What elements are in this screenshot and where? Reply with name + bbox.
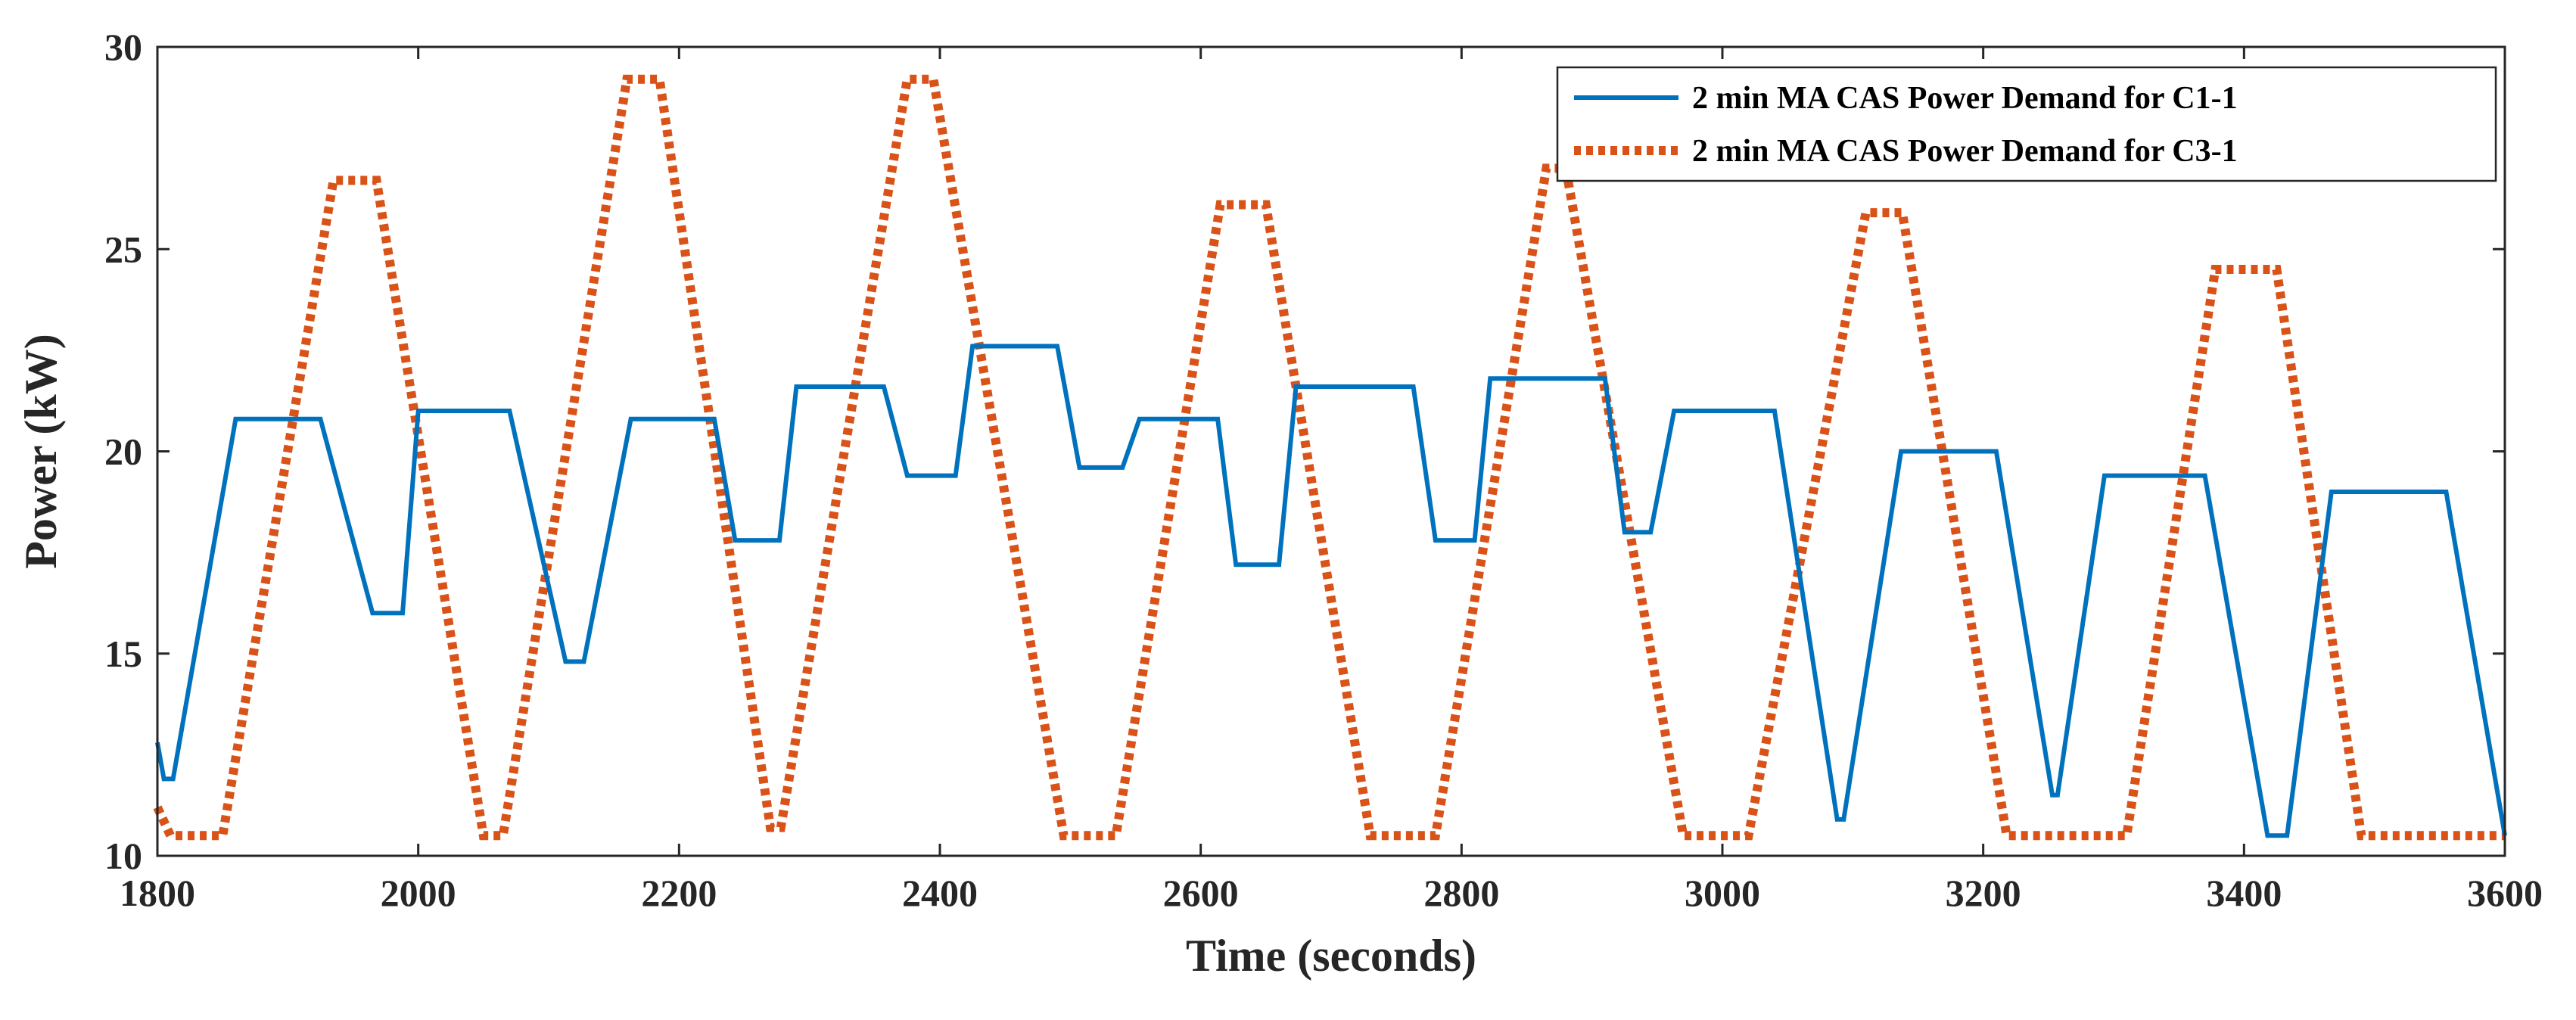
x-tick-label: 3200 bbox=[1946, 872, 2021, 914]
y-axis-title: Power (kW) bbox=[16, 334, 66, 569]
legend: 2 min MA CAS Power Demand for C1-1 2 min … bbox=[1556, 66, 2497, 182]
x-tick-label: 3000 bbox=[1685, 872, 1760, 914]
series-line-1 bbox=[155, 344, 2507, 838]
y-tick-label: 30 bbox=[104, 26, 142, 68]
ticks-layer: 1800 2000 2200 2400 2600 2800 3000 3200 3400 3600… bbox=[104, 26, 2543, 914]
y-tick-label: 15 bbox=[104, 633, 142, 675]
legend-box bbox=[1556, 66, 2497, 182]
legend-label: 2 min MA CAS Power Demand for C3-1 bbox=[1692, 134, 2238, 169]
x-axis-title: Time (seconds) bbox=[1186, 931, 1476, 981]
y-tick-label: 10 bbox=[104, 835, 142, 877]
x-tick-label: 3400 bbox=[2206, 872, 2282, 914]
y-tick-label: 20 bbox=[104, 431, 142, 473]
legend-label: 2 min MA CAS Power Demand for C1-1 bbox=[1692, 81, 2238, 116]
x-tick-label: 2200 bbox=[641, 872, 717, 914]
x-tick-label: 3600 bbox=[2467, 872, 2543, 914]
x-tick-label: 2800 bbox=[1423, 872, 1499, 914]
series-layer bbox=[153, 74, 2507, 841]
x-tick-label: 2400 bbox=[902, 872, 978, 914]
x-tick-label: 2600 bbox=[1163, 872, 1239, 914]
x-tick-label: 1800 bbox=[120, 872, 195, 914]
series-line-2 bbox=[153, 74, 2505, 841]
x-tick-label: 2000 bbox=[381, 872, 456, 914]
y-tick-label: 25 bbox=[104, 228, 142, 270]
